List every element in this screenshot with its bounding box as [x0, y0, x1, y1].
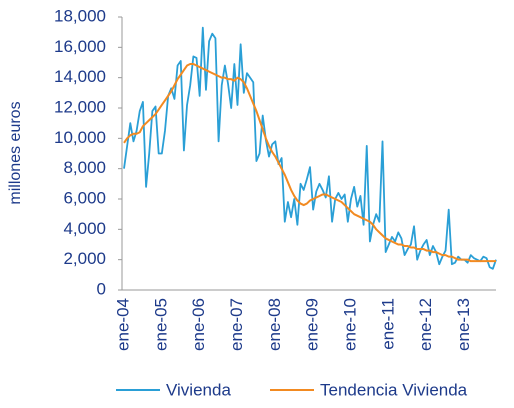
y-tick-label: 14,000	[54, 67, 106, 86]
x-tick-label: ene-09	[303, 298, 322, 351]
series-line	[123, 26, 497, 270]
y-tick-label: 10,000	[54, 128, 106, 147]
y-tick-label: 12,000	[54, 97, 106, 116]
x-tick-label: ene-13	[454, 298, 473, 351]
y-tick-label: 6,000	[63, 188, 106, 207]
legend-label: Tendencia Vivienda	[320, 380, 468, 399]
y-axis-label: millones euros	[7, 101, 24, 204]
x-tick-label: ene-08	[265, 298, 284, 351]
y-tick-label: 16,000	[54, 37, 106, 56]
x-tick-label: ene-11	[378, 298, 397, 350]
x-tick-label: ene-10	[340, 298, 359, 351]
y-tick-label: 4,000	[63, 219, 106, 238]
y-tick-label: 0	[97, 279, 106, 298]
y-tick-label: 8,000	[63, 158, 106, 177]
x-tick-label: ene-07	[227, 298, 246, 351]
x-tick-label: ene-05	[151, 298, 170, 351]
series-line	[123, 63, 496, 263]
legend-label: Vivienda	[166, 380, 231, 399]
x-tick-label: ene-12	[416, 298, 435, 351]
x-tick-label: ene-06	[189, 298, 208, 351]
y-tick-label: 18,000	[54, 6, 106, 25]
y-tick-label: 2,000	[63, 249, 106, 268]
x-tick-label: ene-04	[113, 298, 132, 351]
